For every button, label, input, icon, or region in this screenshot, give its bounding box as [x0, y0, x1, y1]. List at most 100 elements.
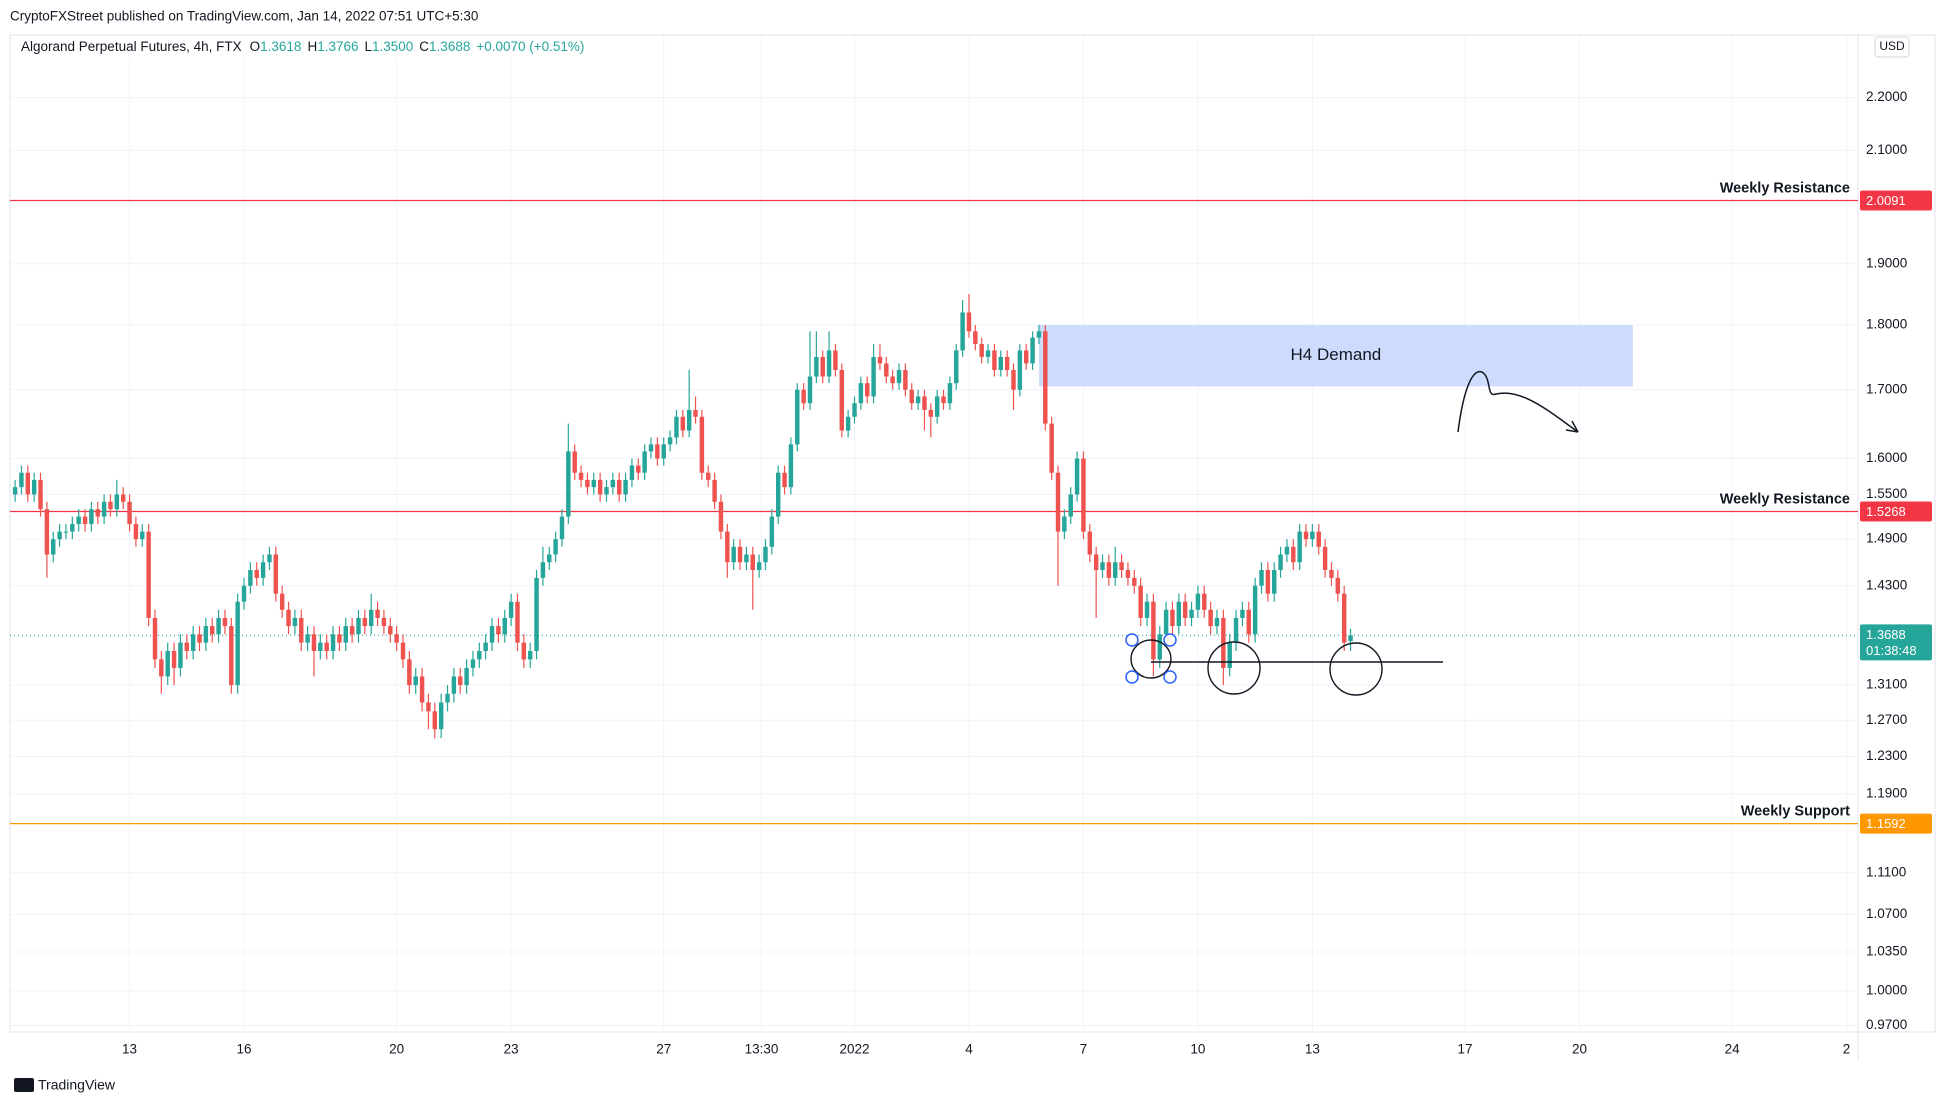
candle-body — [1316, 531, 1321, 547]
candle-body — [254, 570, 259, 578]
h-key: H — [307, 39, 317, 54]
candle-body — [903, 369, 908, 390]
candle-body — [540, 562, 546, 578]
x-tick-label: 7 — [1080, 1042, 1088, 1057]
candle-body — [235, 601, 240, 686]
candle-body — [884, 363, 889, 377]
candle-body — [1252, 585, 1258, 635]
candle-body — [349, 626, 355, 635]
candle-body — [279, 593, 285, 610]
candle-body — [502, 617, 507, 635]
candle-body — [63, 531, 69, 533]
candle-body — [31, 479, 37, 495]
symbol-legend: Algorand Perpetual Futures, 4h, FTX O1.36… — [21, 39, 584, 54]
y-tick-label: 1.0000 — [1866, 983, 1907, 998]
circle-drawing — [1329, 642, 1383, 696]
candle-body — [159, 659, 164, 677]
x-tick-label: 20 — [389, 1042, 404, 1057]
candle-body — [413, 676, 418, 686]
candle-body — [655, 444, 660, 459]
currency: USD — [1879, 39, 1905, 53]
brand-logo — [14, 1078, 34, 1092]
x-tick-label: 23 — [504, 1042, 519, 1057]
candle-body — [381, 617, 387, 627]
symbol: Algorand Perpetual Futures, 4h, FTX — [21, 39, 242, 54]
candle-body — [184, 642, 190, 651]
candle-body — [1132, 577, 1137, 586]
handle[interactable] — [1125, 633, 1139, 647]
candle-body — [1023, 350, 1029, 364]
candle-body — [1106, 562, 1112, 578]
candle-body — [572, 451, 577, 473]
candle-body — [101, 501, 107, 517]
candle-body — [305, 634, 310, 643]
handle[interactable] — [1163, 670, 1177, 684]
candle-body — [1081, 458, 1086, 532]
x-tick-label: 24 — [1725, 1042, 1741, 1057]
circle-drawing — [1207, 641, 1261, 695]
handle[interactable] — [1163, 633, 1177, 647]
candle-body — [152, 617, 158, 660]
candle-body — [292, 617, 298, 627]
level-price: 1.1592 — [1866, 816, 1906, 831]
candle-body — [400, 642, 406, 660]
candle-body — [1017, 350, 1023, 390]
candle-body — [871, 356, 876, 397]
candle-body — [775, 472, 781, 517]
candle-body — [559, 516, 565, 540]
candle-body — [222, 617, 228, 627]
candle-body — [1221, 617, 1226, 668]
candle-body — [426, 702, 431, 712]
candle-body — [1125, 570, 1131, 578]
x-tick-label: 2 — [1843, 1042, 1851, 1057]
candle-body — [667, 437, 673, 445]
candle-body — [699, 416, 705, 473]
candle-body — [973, 331, 978, 345]
candle-body — [44, 509, 50, 555]
candle-body — [120, 494, 126, 502]
handle[interactable] — [1125, 670, 1139, 684]
candle-body — [470, 659, 476, 668]
candle-body — [1151, 601, 1156, 660]
currency-button[interactable] — [1874, 36, 1910, 58]
candle-body — [1329, 570, 1334, 578]
candle-body — [947, 383, 953, 404]
candle-body — [114, 494, 120, 510]
candle-body — [845, 416, 851, 431]
candle-body — [1189, 609, 1194, 618]
c-val: 1.3688 — [429, 39, 470, 54]
candle-body — [616, 479, 622, 495]
candle-body — [826, 350, 832, 377]
candle-body — [508, 601, 514, 618]
candle-body — [833, 350, 838, 370]
candle-body — [82, 516, 88, 525]
candle-body — [1310, 531, 1315, 540]
candle-body — [1322, 546, 1328, 571]
candle-body — [241, 585, 247, 602]
candle-body — [877, 356, 883, 364]
legend-header: Algorand Perpetual Futures, 4h, FTX O1.36… — [14, 37, 614, 57]
candle-body — [941, 396, 946, 404]
candle-body — [1182, 601, 1188, 618]
candle-body — [216, 617, 221, 635]
candle-body — [979, 344, 984, 357]
candle-body — [1303, 531, 1309, 540]
candle-body — [788, 444, 794, 488]
candle-body — [718, 501, 724, 532]
y-tick-label: 1.9000 — [1866, 255, 1907, 270]
y-tick-label: 2.1000 — [1866, 142, 1907, 157]
current-price-box — [1860, 624, 1932, 661]
candle-body — [248, 570, 253, 586]
zone-label: H4 Demand — [1291, 345, 1382, 364]
y-tick-label: 1.1900 — [1866, 785, 1907, 800]
candle-body — [680, 416, 686, 431]
candle-body — [1100, 562, 1105, 571]
x-tick-label: 16 — [237, 1042, 252, 1057]
candle-body — [1265, 570, 1271, 594]
candle-body — [985, 350, 991, 357]
candle-body — [737, 546, 743, 563]
level-label: Weekly Resistance — [1720, 491, 1850, 507]
candle-body — [782, 472, 787, 488]
candle-body — [648, 444, 654, 452]
